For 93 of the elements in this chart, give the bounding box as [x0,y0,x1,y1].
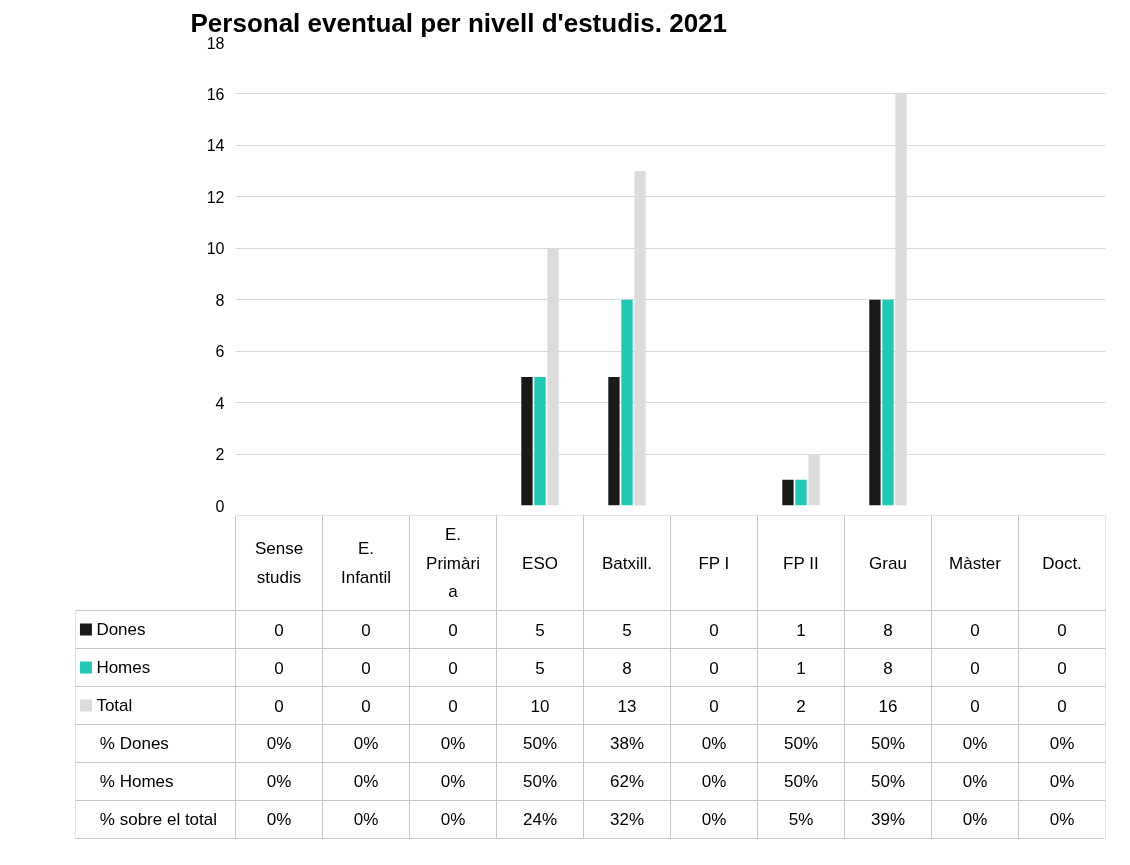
data-label: 0 [970,658,980,678]
bar [534,376,546,506]
text: 0% [701,772,727,791]
text: 0% [962,772,988,791]
bar [621,299,633,506]
x-tick-label: Grau [869,553,907,573]
data-label: 0 [274,620,284,640]
data-label: 0 [970,620,980,640]
data-label: 13 [617,696,637,716]
data-label: 0 [274,696,284,716]
bar [882,299,894,506]
x-tick-label: Sense studis [254,539,304,587]
text: 5% [788,810,814,829]
text: 62% [609,772,645,791]
bar [869,299,881,506]
data-label: 8 [883,620,893,640]
text: 50% [783,734,819,753]
data-label: 0 [448,696,458,716]
text: 0% [353,734,379,753]
bar [521,376,533,506]
text: 39% [870,810,906,829]
y-tick-label: 0 [215,497,225,515]
text: 32% [609,810,645,829]
text: 0% [440,772,466,791]
x-tick-label: Batxill. [601,553,653,573]
text: 0% [701,810,727,829]
x-tick-label: Doct. [1042,553,1082,573]
data-label: 0 [970,696,980,716]
data-label: 0 [709,620,719,640]
x-tick-label: E. Infantil [340,539,392,587]
x-tick-label: FP II [783,553,819,573]
text: 38% [609,734,645,753]
text: % Homes [99,772,174,791]
text: 0% [266,810,292,829]
data-label: 5 [622,620,632,640]
bar [782,479,794,506]
y-tick-label: 2 [215,446,225,464]
data-label: 5 [535,658,545,678]
x-tick-label: FP I [698,553,730,573]
y-tick-label: 12 [206,188,225,206]
data-label: 8 [622,658,632,678]
text: 0% [1049,810,1075,829]
text: 50% [522,734,558,753]
data-label: 8 [883,658,893,678]
text: 0% [353,772,379,791]
data-label: 0 [709,696,719,716]
bar [608,376,620,506]
data-label: 16 [878,696,898,716]
legend-label: Total [96,696,133,715]
text: 0% [440,810,466,829]
y-tick-label: 14 [206,137,225,155]
y-tick-label: 16 [206,85,225,103]
text: % Dones [99,734,169,753]
bar [795,479,807,506]
text: 0% [266,734,292,753]
data-label: 0 [709,658,719,678]
text: 50% [522,772,558,791]
data-label: 0 [274,658,284,678]
text: 0% [1049,734,1075,753]
data-label: 0 [361,620,371,640]
data-label: 0 [361,658,371,678]
y-tick-label: 6 [215,343,225,361]
data-label: 0 [1057,620,1067,640]
text: 0% [962,810,988,829]
text: % sobre el total [99,810,218,829]
x-tick-label: ESO [522,553,558,573]
text: 0% [701,734,727,753]
text: 0% [1049,772,1075,791]
text: 50% [783,772,819,791]
text: 50% [870,734,906,753]
legend-label: Dones [96,620,146,639]
data-label: 0 [1057,696,1067,716]
text: 0% [962,734,988,753]
data-label: 0 [448,620,458,640]
text: 0% [266,772,292,791]
y-tick-label: 10 [206,240,225,258]
text: 24% [522,810,558,829]
x-tick-label: E. Primària [426,525,480,601]
legend-label: Homes [96,658,151,677]
data-label: 10 [530,696,550,716]
data-label: 0 [1057,658,1067,678]
data-label: 1 [796,658,806,678]
text: 0% [440,734,466,753]
data-label: 2 [796,696,806,716]
text: 50% [870,772,906,791]
text: 0% [353,810,379,829]
data-label: 1 [796,620,806,640]
y-tick-label: 8 [215,291,225,309]
y-tick-label: 4 [215,394,225,412]
data-label: 0 [448,658,458,678]
x-tick-label: Màster [949,553,1002,573]
data-label: 0 [361,696,371,716]
data-label: 5 [535,620,545,640]
